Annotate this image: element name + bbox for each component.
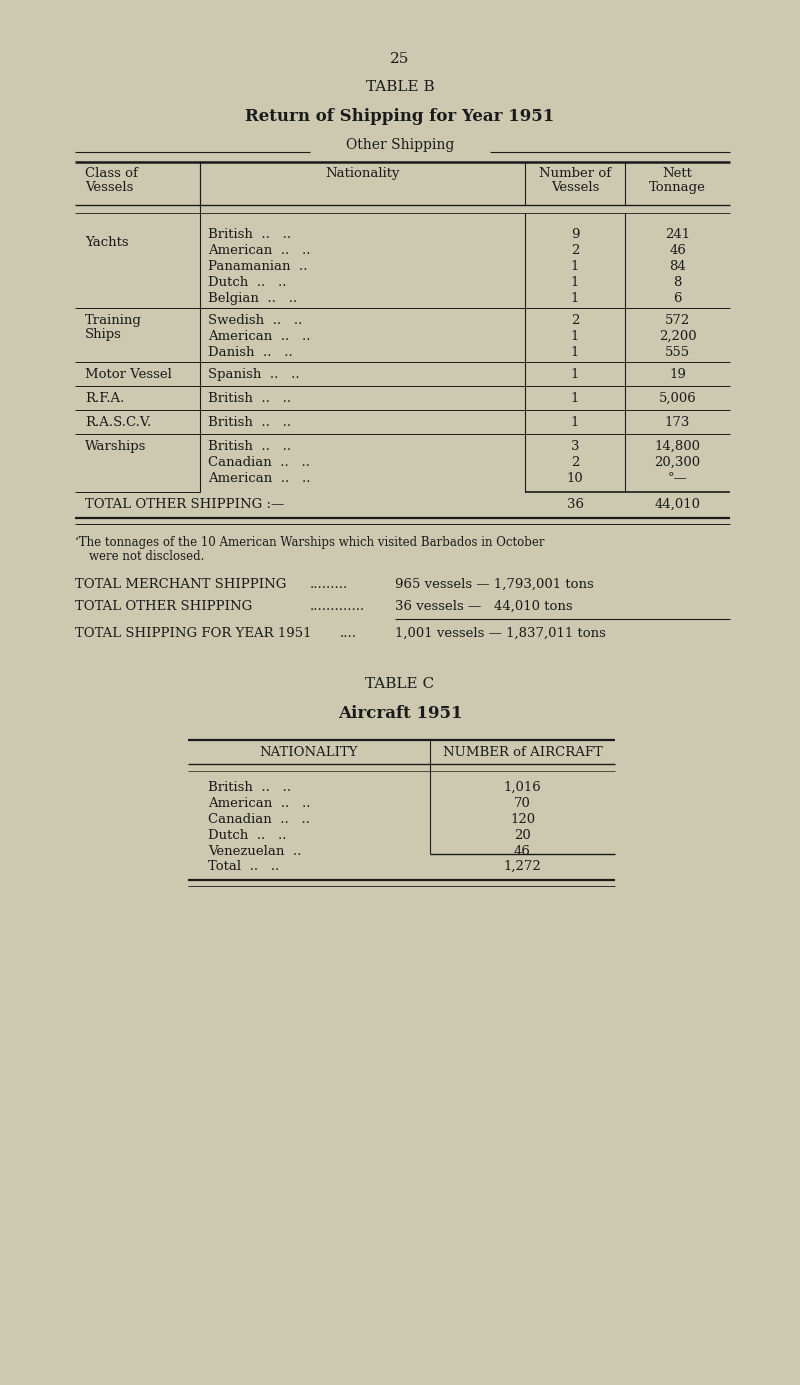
- Text: °—: °—: [667, 472, 687, 485]
- Text: 14,800: 14,800: [654, 440, 701, 453]
- Text: Swedish  ..   ..: Swedish .. ..: [208, 314, 302, 327]
- Text: Canadian  ..   ..: Canadian .. ..: [208, 813, 310, 825]
- Text: ‘The tonnages of the 10 American Warships which visited Barbados in October: ‘The tonnages of the 10 American Warship…: [75, 536, 545, 548]
- Text: 36: 36: [566, 499, 583, 511]
- Text: American  ..   ..: American .. ..: [208, 472, 310, 485]
- Text: Dutch  ..   ..: Dutch .. ..: [208, 830, 286, 842]
- Text: Tonnage: Tonnage: [649, 181, 706, 194]
- Text: 1: 1: [571, 392, 579, 404]
- Text: British  ..   ..: British .. ..: [208, 440, 291, 453]
- Text: 19: 19: [669, 368, 686, 381]
- Text: 241: 241: [665, 229, 690, 241]
- Text: Total  ..   ..: Total .. ..: [208, 860, 279, 873]
- Text: ....: ....: [340, 627, 357, 640]
- Text: 1,272: 1,272: [504, 860, 542, 873]
- Text: 1: 1: [571, 276, 579, 289]
- Text: 555: 555: [665, 346, 690, 359]
- Text: Training: Training: [85, 314, 142, 327]
- Text: 8: 8: [674, 276, 682, 289]
- Text: 1,001 vessels — 1,837,011 tons: 1,001 vessels — 1,837,011 tons: [395, 627, 606, 640]
- Text: Warships: Warships: [85, 440, 146, 453]
- Text: 1: 1: [571, 260, 579, 273]
- Text: .............: .............: [310, 600, 366, 614]
- Text: Canadian  ..   ..: Canadian .. ..: [208, 456, 310, 470]
- Text: TABLE B: TABLE B: [366, 80, 434, 94]
- Text: NUMBER of AIRCRAFT: NUMBER of AIRCRAFT: [442, 747, 602, 759]
- Text: 1: 1: [571, 292, 579, 305]
- Text: 173: 173: [665, 416, 690, 429]
- Text: 46: 46: [514, 845, 531, 857]
- Text: American  ..   ..: American .. ..: [208, 244, 310, 258]
- Text: 5,006: 5,006: [658, 392, 696, 404]
- Text: 44,010: 44,010: [654, 499, 701, 511]
- Text: Motor Vessel: Motor Vessel: [85, 368, 172, 381]
- Text: 25: 25: [390, 53, 410, 66]
- Text: British  ..   ..: British .. ..: [208, 392, 291, 404]
- Text: Return of Shipping for Year 1951: Return of Shipping for Year 1951: [246, 108, 554, 125]
- Text: 3: 3: [570, 440, 579, 453]
- Text: Aircraft 1951: Aircraft 1951: [338, 705, 462, 722]
- Text: 2: 2: [571, 244, 579, 258]
- Text: 1: 1: [571, 330, 579, 343]
- Text: British  ..   ..: British .. ..: [208, 416, 291, 429]
- Text: Ships: Ships: [85, 328, 122, 341]
- Text: 1: 1: [571, 416, 579, 429]
- Text: TABLE C: TABLE C: [366, 677, 434, 691]
- Text: Danish  ..   ..: Danish .. ..: [208, 346, 293, 359]
- Text: Belgian  ..   ..: Belgian .. ..: [208, 292, 297, 305]
- Text: TOTAL OTHER SHIPPING :—: TOTAL OTHER SHIPPING :—: [85, 499, 284, 511]
- Text: American  ..   ..: American .. ..: [208, 796, 310, 810]
- Text: Spanish  ..   ..: Spanish .. ..: [208, 368, 300, 381]
- Text: 2: 2: [571, 314, 579, 327]
- Text: Nett: Nett: [662, 168, 693, 180]
- Text: British  ..   ..: British .. ..: [208, 781, 291, 794]
- Text: 46: 46: [669, 244, 686, 258]
- Text: Vessels: Vessels: [85, 181, 134, 194]
- Text: 36 vessels —   44,010 tons: 36 vessels — 44,010 tons: [395, 600, 573, 614]
- Text: Venezuelan  ..: Venezuelan ..: [208, 845, 302, 857]
- Text: 70: 70: [514, 796, 531, 810]
- Text: Class of: Class of: [85, 168, 138, 180]
- Text: 965 vessels — 1,793,001 tons: 965 vessels — 1,793,001 tons: [395, 578, 594, 591]
- Text: British  ..   ..: British .. ..: [208, 229, 291, 241]
- Text: 10: 10: [566, 472, 583, 485]
- Text: were not disclosed.: were not disclosed.: [89, 550, 204, 562]
- Text: 6: 6: [674, 292, 682, 305]
- Text: Other Shipping: Other Shipping: [346, 138, 454, 152]
- Text: NATIONALITY: NATIONALITY: [260, 747, 358, 759]
- Text: Dutch  ..   ..: Dutch .. ..: [208, 276, 286, 289]
- Text: Yachts: Yachts: [85, 235, 129, 249]
- Text: TOTAL OTHER SHIPPING: TOTAL OTHER SHIPPING: [75, 600, 252, 614]
- Text: 120: 120: [510, 813, 535, 825]
- Text: .........: .........: [310, 578, 348, 591]
- Text: 2,200: 2,200: [658, 330, 696, 343]
- Text: 9: 9: [570, 229, 579, 241]
- Text: R.F.A.: R.F.A.: [85, 392, 124, 404]
- Text: Panamanian  ..: Panamanian ..: [208, 260, 307, 273]
- Text: 2: 2: [571, 456, 579, 470]
- Text: R.A.S.C.V.: R.A.S.C.V.: [85, 416, 151, 429]
- Text: 572: 572: [665, 314, 690, 327]
- Text: 20,300: 20,300: [654, 456, 701, 470]
- Text: Number of: Number of: [539, 168, 611, 180]
- Text: 1: 1: [571, 346, 579, 359]
- Text: TOTAL MERCHANT SHIPPING: TOTAL MERCHANT SHIPPING: [75, 578, 286, 591]
- Text: 20: 20: [514, 830, 531, 842]
- Text: 84: 84: [669, 260, 686, 273]
- Text: 1: 1: [571, 368, 579, 381]
- Text: TOTAL SHIPPING FOR YEAR 1951: TOTAL SHIPPING FOR YEAR 1951: [75, 627, 311, 640]
- Text: American  ..   ..: American .. ..: [208, 330, 310, 343]
- Text: Vessels: Vessels: [551, 181, 599, 194]
- Text: Nationality: Nationality: [326, 168, 400, 180]
- Text: 1,016: 1,016: [504, 781, 542, 794]
